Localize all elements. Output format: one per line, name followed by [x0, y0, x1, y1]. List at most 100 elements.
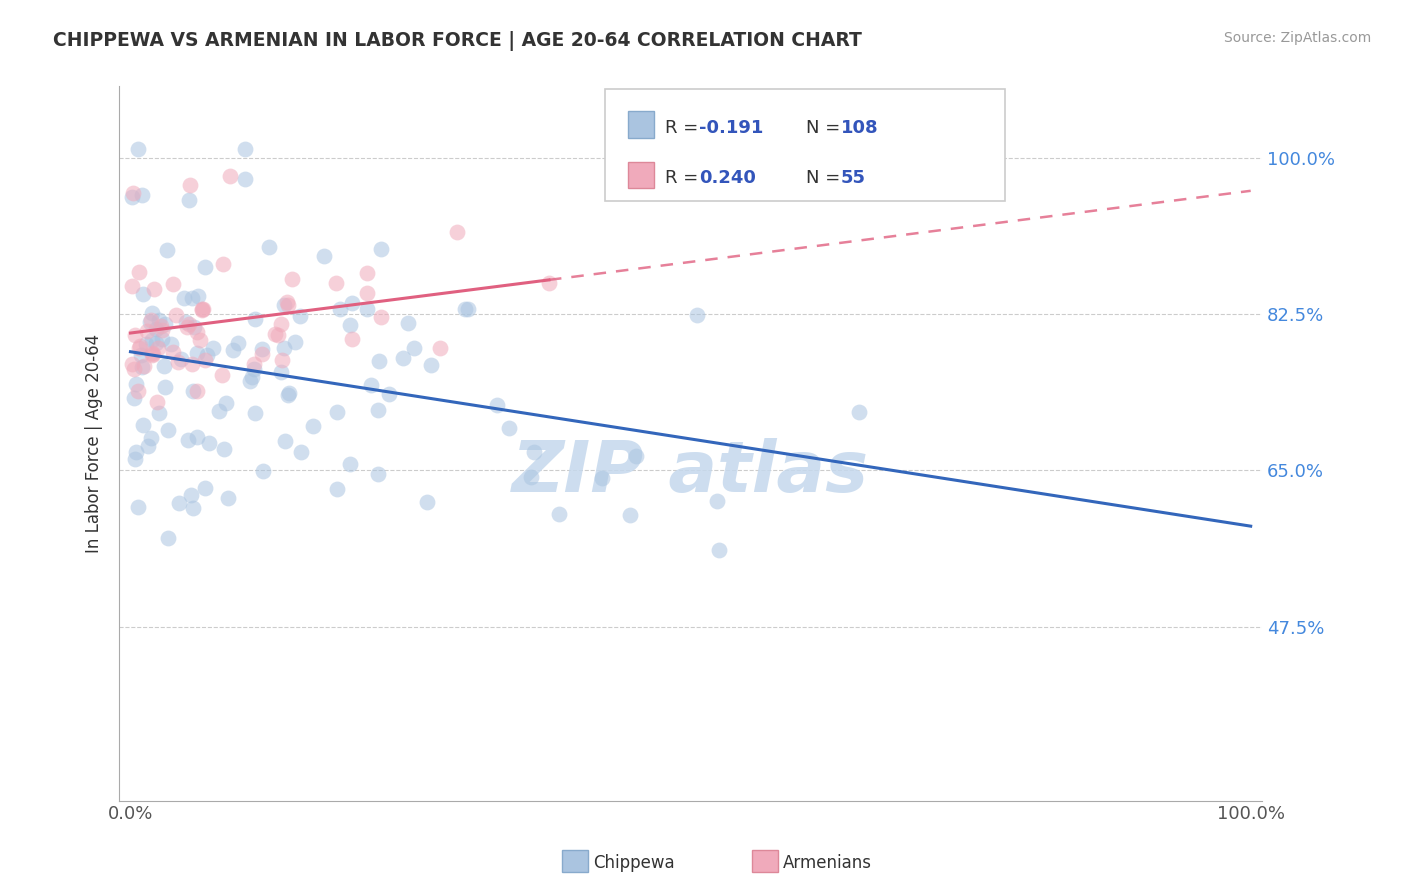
- Point: [148, 406, 170, 420]
- Point: [186, 430, 208, 444]
- Text: 0.240: 0.240: [699, 169, 755, 186]
- Point: [519, 470, 541, 484]
- Text: N =: N =: [806, 119, 845, 136]
- Point: [416, 495, 439, 509]
- Point: [239, 374, 262, 388]
- Point: [226, 335, 249, 350]
- Point: [214, 396, 236, 410]
- Point: [148, 313, 170, 327]
- Point: [339, 318, 361, 333]
- Point: [277, 297, 299, 311]
- Point: [212, 442, 235, 456]
- Text: CHIPPEWA VS ARMENIAN IN LABOR FORCE | AGE 20-64 CORRELATION CHART: CHIPPEWA VS ARMENIAN IN LABOR FORCE | AG…: [53, 31, 862, 51]
- Point: [202, 341, 225, 355]
- Point: [125, 376, 148, 391]
- Point: [273, 342, 295, 356]
- Point: [233, 142, 256, 156]
- Point: [243, 312, 266, 326]
- Point: [340, 332, 363, 346]
- Point: [709, 543, 731, 558]
- Text: Source: ZipAtlas.com: Source: ZipAtlas.com: [1223, 31, 1371, 45]
- Point: [245, 406, 267, 420]
- Point: [498, 421, 520, 435]
- Point: [591, 471, 613, 485]
- Point: [153, 380, 176, 394]
- Point: [222, 343, 245, 357]
- Point: [243, 361, 266, 376]
- Point: [191, 303, 214, 318]
- Point: [194, 260, 217, 274]
- Point: [619, 508, 641, 523]
- Point: [233, 171, 256, 186]
- Point: [276, 295, 298, 310]
- Point: [177, 434, 200, 448]
- Text: -0.191: -0.191: [699, 119, 763, 136]
- Point: [370, 242, 392, 256]
- Point: [194, 481, 217, 495]
- Point: [195, 348, 218, 362]
- Point: [141, 334, 163, 348]
- Point: [360, 378, 382, 392]
- Point: [194, 352, 217, 367]
- Text: 108: 108: [841, 119, 879, 136]
- Point: [165, 308, 187, 322]
- Point: [340, 295, 363, 310]
- Point: [339, 457, 361, 471]
- Point: [486, 398, 509, 412]
- Point: [191, 302, 214, 317]
- Point: [242, 357, 264, 371]
- Point: [128, 341, 150, 355]
- Point: [523, 445, 546, 459]
- Point: [176, 319, 198, 334]
- Point: [124, 327, 146, 342]
- Point: [278, 385, 301, 400]
- Point: [190, 333, 212, 347]
- Point: [145, 322, 167, 336]
- Point: [252, 464, 274, 478]
- Point: [419, 359, 441, 373]
- Point: [453, 302, 475, 317]
- Point: [198, 435, 221, 450]
- Point: [290, 445, 312, 459]
- Point: [143, 282, 166, 296]
- Point: [356, 285, 378, 300]
- Point: [270, 318, 292, 332]
- Point: [180, 488, 202, 502]
- Point: [135, 324, 157, 338]
- Point: [174, 315, 197, 329]
- Point: [219, 169, 242, 183]
- Point: [429, 341, 451, 355]
- Point: [136, 439, 159, 453]
- Point: [156, 424, 179, 438]
- Point: [138, 315, 160, 329]
- Point: [125, 445, 148, 459]
- Point: [135, 337, 157, 351]
- Point: [396, 316, 419, 330]
- Point: [145, 336, 167, 351]
- Point: [273, 298, 295, 312]
- Point: [183, 320, 205, 334]
- Point: [121, 357, 143, 371]
- Point: [162, 277, 184, 292]
- Text: Chippewa: Chippewa: [593, 854, 675, 871]
- Point: [141, 348, 163, 362]
- Text: Armenians: Armenians: [783, 854, 872, 871]
- Point: [177, 194, 200, 208]
- Point: [153, 359, 176, 373]
- Point: [191, 301, 214, 316]
- Point: [156, 243, 179, 257]
- Point: [177, 318, 200, 332]
- Point: [180, 291, 202, 305]
- Point: [283, 334, 305, 349]
- Point: [150, 319, 173, 334]
- Point: [367, 403, 389, 417]
- Point: [208, 404, 231, 418]
- Point: [127, 500, 149, 515]
- Point: [404, 341, 426, 355]
- Point: [141, 306, 163, 320]
- Point: [378, 387, 401, 401]
- Point: [167, 496, 190, 510]
- Point: [537, 276, 560, 290]
- Point: [141, 431, 163, 445]
- Point: [326, 405, 349, 419]
